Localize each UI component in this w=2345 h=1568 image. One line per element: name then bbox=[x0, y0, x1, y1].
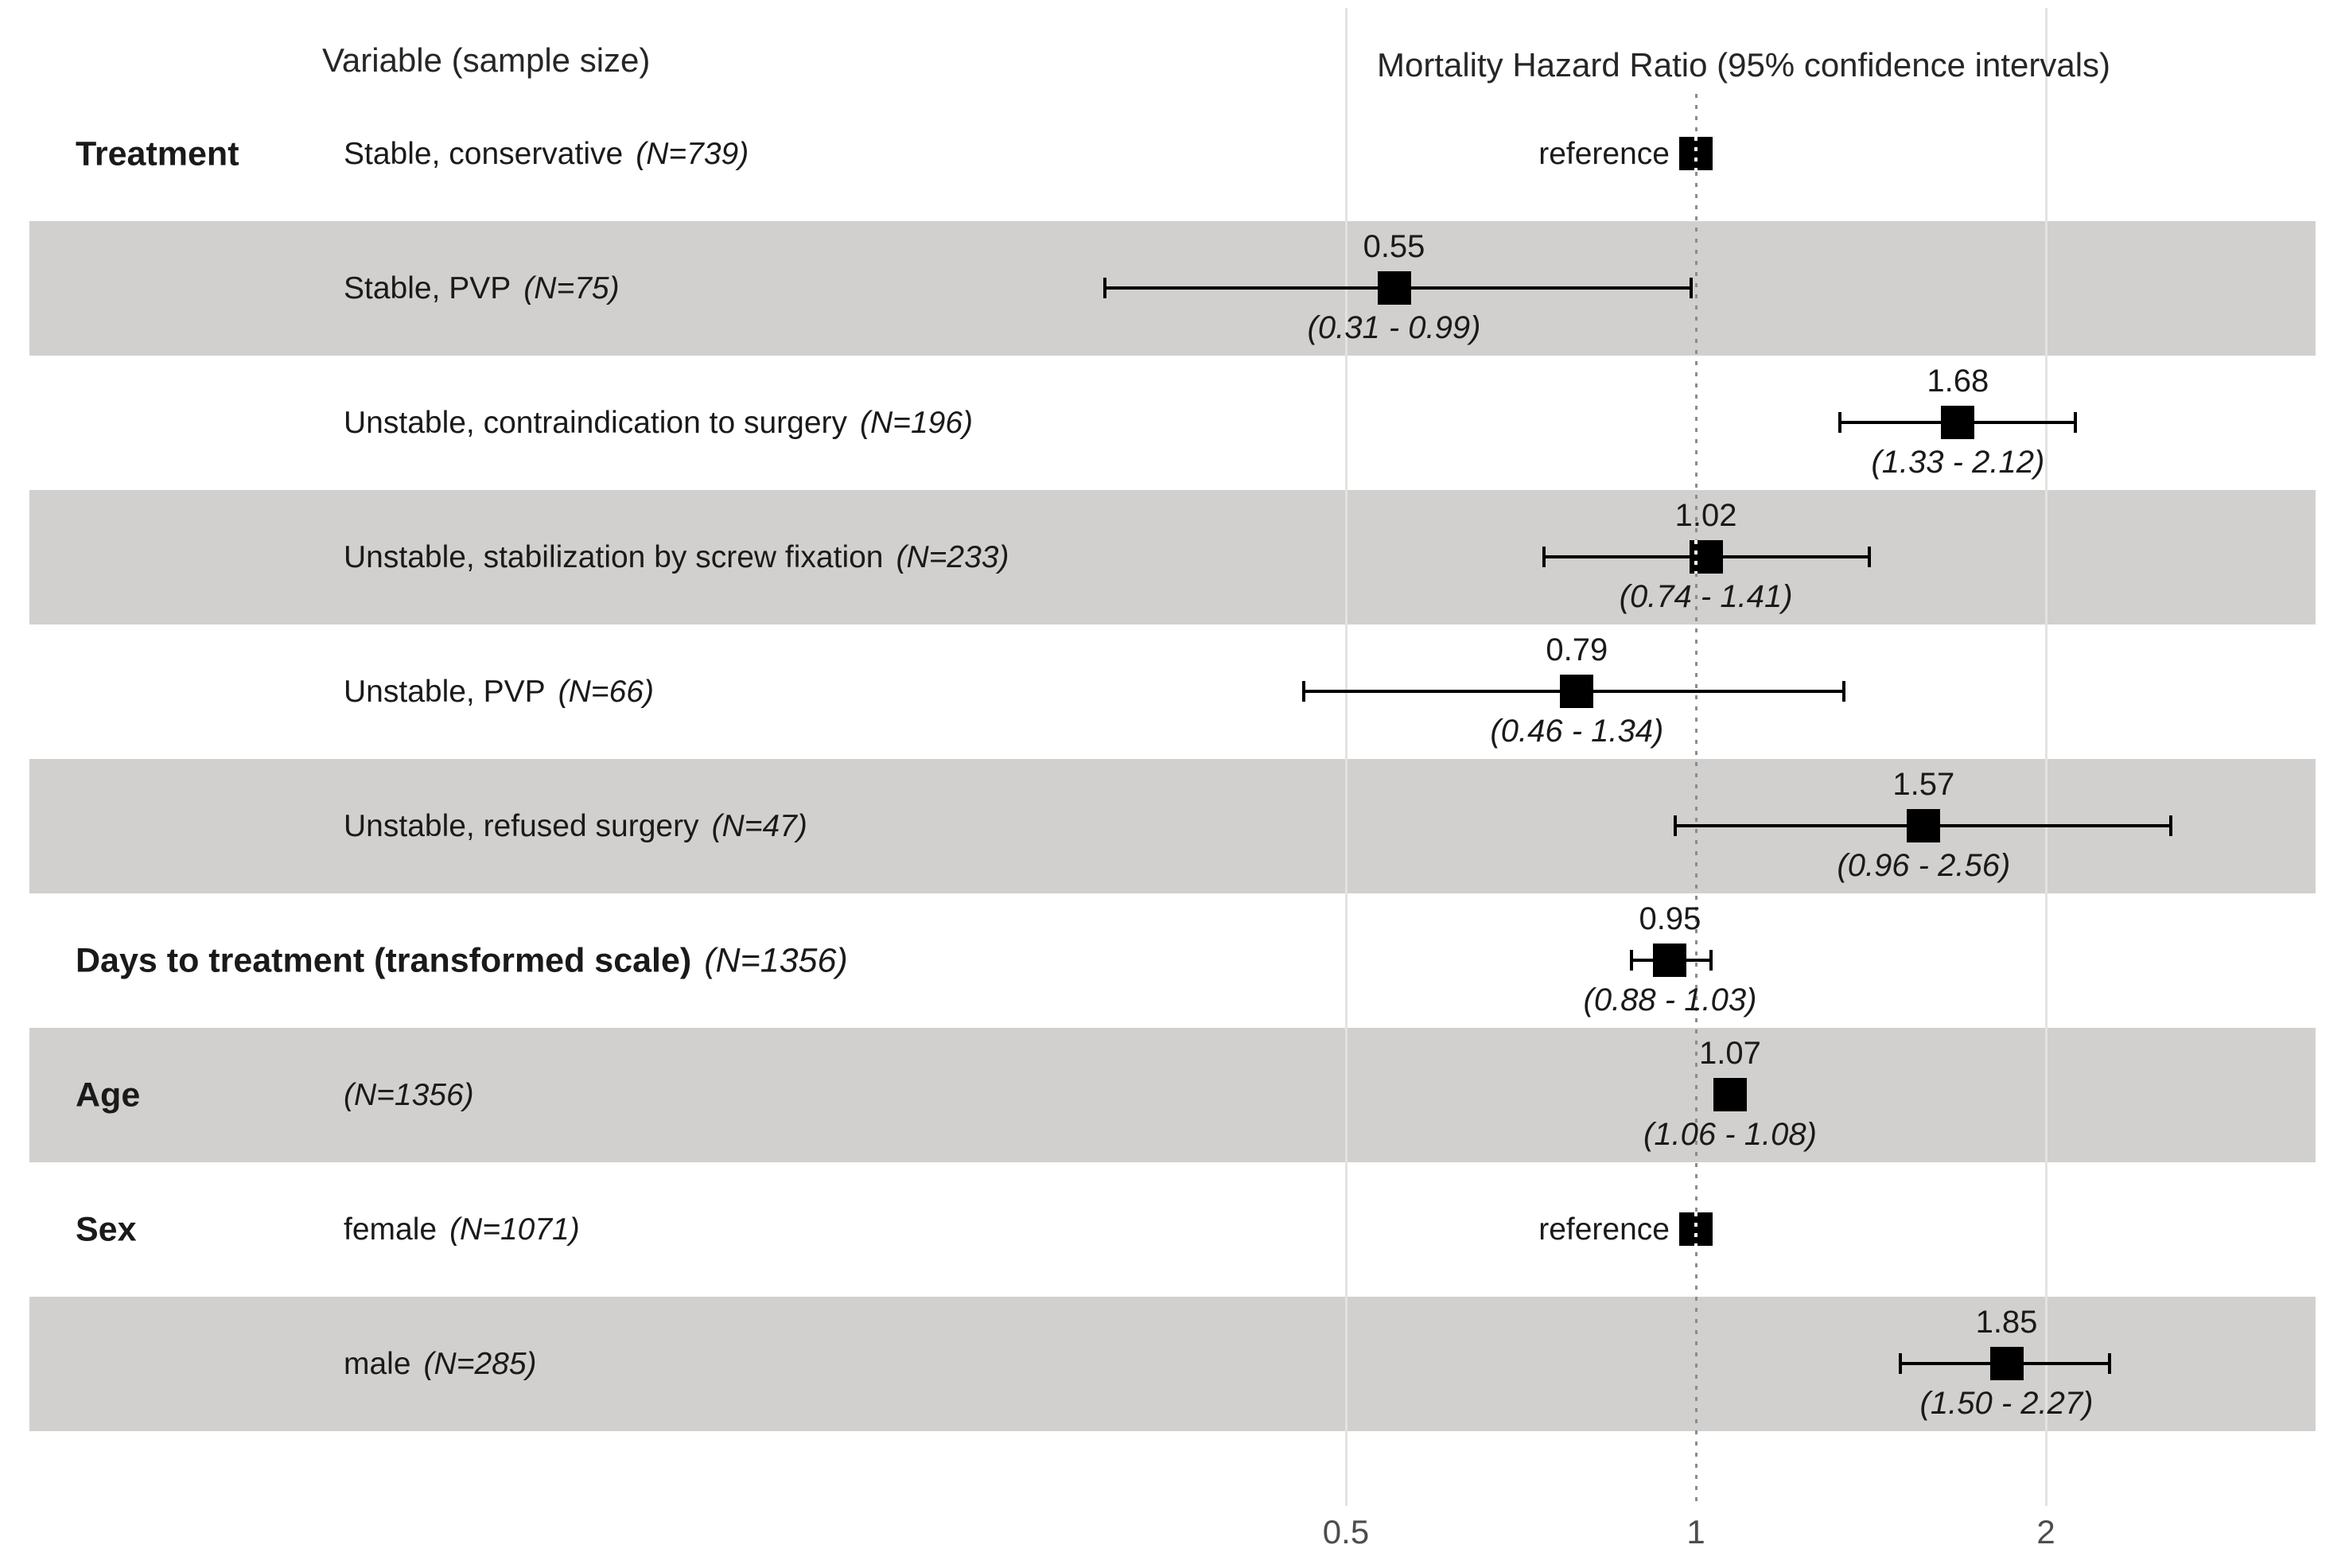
ci-range-label: (1.33 - 2.12) bbox=[1871, 445, 2045, 480]
variable-label-text: Unstable, contraindication to surgery bbox=[344, 405, 848, 440]
sample-size-label: (N=233) bbox=[896, 539, 1009, 574]
group-label: Age bbox=[76, 1076, 140, 1115]
ci-cap-high bbox=[2108, 1353, 2112, 1374]
reference-label: reference bbox=[1538, 136, 1670, 171]
estimate-marker bbox=[1989, 1347, 2024, 1380]
forest-row: Unstable, contraindication to surgery (N=… bbox=[0, 356, 2345, 490]
axis-tick-label: 2 bbox=[2036, 1513, 2055, 1550]
sample-size-label: (N=1356) bbox=[704, 941, 848, 979]
reference-line-in-marker bbox=[1694, 540, 1698, 574]
group-label: Treatment bbox=[76, 134, 239, 173]
variable-label: (N=1356) bbox=[344, 1078, 474, 1113]
estimate-marker bbox=[1941, 406, 1975, 439]
variable-label: Unstable, contraindication to surgery (N=… bbox=[344, 406, 973, 441]
group-label-text: Days to treatment (transformed scale) bbox=[76, 941, 692, 979]
estimate-marker bbox=[1653, 944, 1687, 977]
ci-cap-low bbox=[1674, 815, 1678, 836]
ci-cap-low bbox=[1899, 1353, 1903, 1374]
group-label-text: Sex bbox=[76, 1210, 137, 1248]
variable-label-text: Unstable, PVP bbox=[344, 674, 546, 709]
sample-size-label: (N=739) bbox=[636, 136, 749, 171]
shaded-band bbox=[29, 1028, 2316, 1162]
estimate-value-label: 1.57 bbox=[1892, 767, 1955, 802]
estimate-value-label: 0.55 bbox=[1363, 229, 1425, 264]
variable-label-text: male bbox=[344, 1346, 411, 1381]
estimate-marker bbox=[1713, 1078, 1747, 1111]
variable-label-text: Stable, PVP bbox=[344, 270, 511, 305]
forest-row: Stable, PVP (N=75) 0.55 (0.31 - 0.99) bbox=[0, 221, 2345, 356]
reference-line-in-marker bbox=[1694, 137, 1698, 170]
forest-row: Treatment Stable, conservative (N=739) refe… bbox=[0, 87, 2345, 221]
variable-label: Unstable, PVP (N=66) bbox=[344, 675, 654, 710]
variable-label-text: female bbox=[344, 1212, 438, 1247]
ci-range-label: (1.06 - 1.08) bbox=[1643, 1117, 1817, 1152]
sample-size-label: (N=285) bbox=[423, 1346, 537, 1381]
group-label-text: Age bbox=[76, 1076, 141, 1114]
estimate-marker bbox=[1560, 675, 1594, 708]
ci-cap-high bbox=[1841, 681, 1845, 702]
ci-cap-low bbox=[1302, 681, 1306, 702]
variable-label-text: Unstable, refused surgery bbox=[344, 808, 699, 843]
group-label-text: Treatment bbox=[76, 134, 239, 173]
ci-cap-low bbox=[1629, 950, 1633, 971]
sample-size-label: (N=196) bbox=[860, 405, 973, 440]
axis-tick-label: 1 bbox=[1686, 1513, 1705, 1550]
gridline-0.5 bbox=[1344, 8, 1348, 1506]
ci-cap-high bbox=[2168, 815, 2172, 836]
estimate-value-label: 0.95 bbox=[1639, 901, 1701, 936]
variable-label-text: Unstable, stabilization by screw fixatio… bbox=[344, 539, 884, 574]
forest-row: Sex female (N=1071) reference bbox=[0, 1162, 2345, 1297]
column-header-hazard-ratio: Mortality Hazard Ratio (95% confidence i… bbox=[1376, 46, 2111, 84]
forest-row: Unstable, stabilization by screw fixatio… bbox=[0, 490, 2345, 624]
variable-label: female (N=1071) bbox=[344, 1212, 580, 1247]
axis-tick-label: 0.5 bbox=[1322, 1513, 1370, 1550]
estimate-marker bbox=[1907, 809, 1941, 842]
estimate-value-label: 1.07 bbox=[1699, 1036, 1761, 1071]
sample-size-label: (N=1071) bbox=[449, 1212, 580, 1247]
ci-range-label: (0.96 - 2.56) bbox=[1837, 848, 2011, 883]
forest-row: Unstable, PVP (N=66) 0.79 (0.46 - 1.34) bbox=[0, 624, 2345, 759]
estimate-value-label: 1.85 bbox=[1975, 1305, 2038, 1340]
variable-label-text: Stable, conservative bbox=[344, 136, 624, 171]
estimate-marker bbox=[1377, 271, 1411, 305]
ci-range-label: (0.46 - 1.34) bbox=[1490, 714, 1664, 749]
reference-gridline bbox=[1694, 94, 1698, 1506]
ci-range-label: (0.88 - 1.03) bbox=[1583, 982, 1757, 1017]
ci-range-label: (0.74 - 1.41) bbox=[1619, 579, 1793, 614]
ci-range-label: (0.31 - 0.99) bbox=[1307, 310, 1481, 345]
estimate-value-label: 1.02 bbox=[1674, 498, 1737, 533]
ci-range-label: (1.50 - 2.27) bbox=[1919, 1386, 2094, 1421]
ci-cap-high bbox=[1689, 278, 1693, 298]
variable-label: Stable, conservative (N=739) bbox=[344, 137, 749, 172]
forest-row: Age (N=1356) 1.07 (1.06 - 1.08) bbox=[0, 1028, 2345, 1162]
estimate-value-label: 1.68 bbox=[1927, 364, 1989, 399]
ci-cap-low bbox=[1102, 278, 1106, 298]
sample-size-label: (N=75) bbox=[523, 270, 620, 305]
variable-label: Stable, PVP (N=75) bbox=[344, 271, 620, 306]
forest-row: male (N=285) 1.85 (1.50 - 2.27) bbox=[0, 1297, 2345, 1431]
sample-size-label: (N=47) bbox=[711, 808, 807, 843]
ci-cap-low bbox=[1838, 412, 1842, 433]
shaded-band bbox=[29, 490, 2316, 624]
sample-size-label: (N=66) bbox=[558, 674, 654, 709]
sample-size-label: (N=1356) bbox=[344, 1077, 474, 1112]
forest-row: Unstable, refused surgery (N=47) 1.57 (0.96… bbox=[0, 759, 2345, 893]
ci-cap-high bbox=[2073, 412, 2077, 433]
estimate-value-label: 0.79 bbox=[1546, 632, 1608, 667]
ci-cap-high bbox=[1709, 950, 1713, 971]
column-header-variable: Variable (sample size) bbox=[322, 41, 651, 79]
variable-label: male (N=285) bbox=[344, 1347, 537, 1382]
forest-row: Days to treatment (transformed scale) (N=… bbox=[0, 893, 2345, 1028]
reference-label: reference bbox=[1538, 1212, 1670, 1247]
reference-line-in-marker bbox=[1694, 1212, 1698, 1246]
ci-cap-high bbox=[1868, 547, 1872, 567]
variable-label: Unstable, stabilization by screw fixatio… bbox=[344, 540, 1009, 575]
variable-label: Unstable, refused surgery (N=47) bbox=[344, 809, 807, 844]
gridline-2 bbox=[2044, 8, 2048, 1506]
group-label: Days to treatment (transformed scale) (N=… bbox=[76, 941, 848, 980]
ci-cap-low bbox=[1542, 547, 1546, 567]
group-label: Sex bbox=[76, 1210, 137, 1249]
